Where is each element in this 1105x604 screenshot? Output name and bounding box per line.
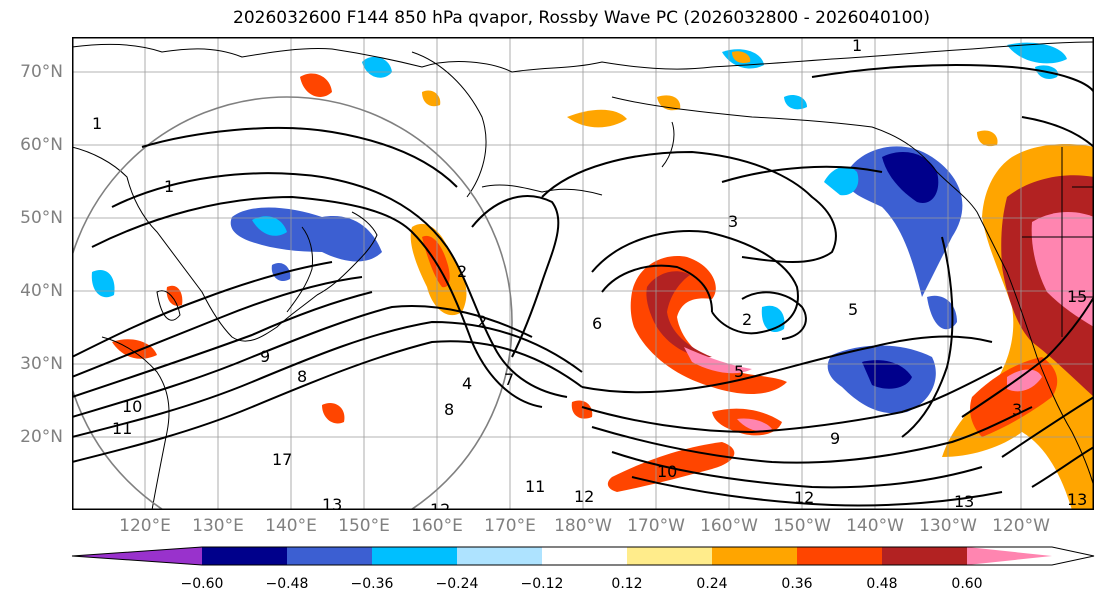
colorbar-tick-label: 0.24 bbox=[696, 576, 728, 592]
contour-lines bbox=[72, 64, 1094, 507]
contour-label: 13 bbox=[322, 495, 342, 510]
contour-label: 3 bbox=[1012, 400, 1022, 419]
contour-label: 6 bbox=[592, 314, 602, 333]
contour-label: 15 bbox=[1067, 287, 1087, 306]
lon-label-130w: 130°W bbox=[919, 516, 977, 536]
colorbar-segment bbox=[202, 547, 287, 565]
lat-label-60n: 60°N bbox=[20, 135, 63, 155]
colorbar-tick-label: −0.36 bbox=[350, 576, 394, 592]
contour-label: 4 bbox=[462, 374, 472, 393]
contour-label: 1 bbox=[852, 37, 862, 55]
contour-label: 8 bbox=[297, 367, 307, 386]
colorbar-segment bbox=[372, 547, 457, 565]
lon-label-150e: 150°E bbox=[338, 516, 390, 536]
contour-label-group: 1 1 1 2 2 2 3 3 4 5 5 6 7 8 8 9 9 10 10 … bbox=[92, 37, 1087, 510]
figure-title: 2026032600 F144 850 hPa qvapor, Rossby W… bbox=[233, 8, 930, 28]
contour-label: 9 bbox=[260, 347, 270, 366]
colorbar-tick-label: −0.60 bbox=[180, 576, 224, 592]
colorbar-tick-label: 0.60 bbox=[951, 576, 983, 592]
contour-label: 11 bbox=[112, 419, 132, 438]
colorbar-tick-label: −0.24 bbox=[435, 576, 479, 592]
lon-label-170e: 170°E bbox=[484, 516, 536, 536]
lon-label-130e: 130°E bbox=[192, 516, 244, 536]
colorbar bbox=[71, 546, 1095, 566]
contour-label: 7 bbox=[504, 370, 514, 389]
contour-label: 2 bbox=[477, 312, 487, 331]
colorbar-tick-label: 0.36 bbox=[781, 576, 813, 592]
lat-label-40n: 40°N bbox=[20, 281, 63, 301]
map-panel: 1 1 1 2 2 2 3 3 4 5 5 6 7 8 8 9 9 10 10 … bbox=[72, 37, 1094, 510]
lat-label-30n: 30°N bbox=[20, 354, 63, 374]
lon-label-180w: 180°W bbox=[554, 516, 612, 536]
colorbar-segment bbox=[882, 547, 967, 565]
graticule bbox=[72, 37, 1094, 510]
lon-label-140e: 140°E bbox=[265, 516, 317, 536]
contour-label: 10 bbox=[122, 397, 142, 416]
contour-label: 2 bbox=[457, 262, 467, 281]
contour-label: 2 bbox=[742, 310, 752, 329]
colorbar-tick-label: −0.48 bbox=[265, 576, 309, 592]
colorbar-segment bbox=[627, 547, 712, 565]
lat-label-20n: 20°N bbox=[20, 427, 63, 447]
lat-label-50n: 50°N bbox=[20, 208, 63, 228]
colorbar-tick-label: 0.12 bbox=[611, 576, 643, 592]
contour-label: 13 bbox=[1067, 490, 1087, 509]
colorbar-segment bbox=[287, 547, 372, 565]
contour-label: 10 bbox=[657, 462, 677, 481]
contour-label: 1 bbox=[164, 177, 174, 196]
contour-label: 11 bbox=[525, 477, 545, 496]
colorbar-segment bbox=[542, 547, 627, 565]
colorbar-segment bbox=[797, 547, 882, 565]
colorbar-segment bbox=[712, 547, 797, 565]
lon-label-120e: 120°E bbox=[119, 516, 171, 536]
contour-label: 1 bbox=[92, 114, 102, 133]
colorbar-segment bbox=[457, 547, 542, 565]
colorbar-outline bbox=[71, 546, 1095, 566]
coastlines bbox=[72, 41, 1094, 510]
colorbar-segment bbox=[72, 547, 202, 565]
lon-label-120w: 120°W bbox=[992, 516, 1050, 536]
lon-label-160e: 160°E bbox=[411, 516, 463, 536]
lon-label-160w: 160°W bbox=[700, 516, 758, 536]
lat-label-70n: 70°N bbox=[20, 62, 63, 82]
contour-label: 17 bbox=[272, 450, 292, 469]
contour-label: 5 bbox=[848, 300, 858, 319]
colorbar-tick-label: 0.48 bbox=[866, 576, 898, 592]
contour-label: 12 bbox=[794, 488, 814, 507]
contour-label: 12 bbox=[430, 500, 450, 510]
lon-label-150w: 150°W bbox=[773, 516, 831, 536]
colorbar-tick-label: −0.12 bbox=[520, 576, 564, 592]
contour-label: 9 bbox=[830, 429, 840, 448]
colorbar-segment bbox=[967, 547, 1052, 565]
contour-label: 13 bbox=[954, 492, 974, 510]
contour-label: 3 bbox=[728, 212, 738, 231]
contour-label: 5 bbox=[734, 362, 744, 381]
influence-circle bbox=[72, 96, 513, 510]
lon-label-170w: 170°W bbox=[627, 516, 685, 536]
contour-label: 8 bbox=[444, 400, 454, 419]
lon-label-140w: 140°W bbox=[846, 516, 904, 536]
contour-label: 12 bbox=[574, 487, 594, 506]
